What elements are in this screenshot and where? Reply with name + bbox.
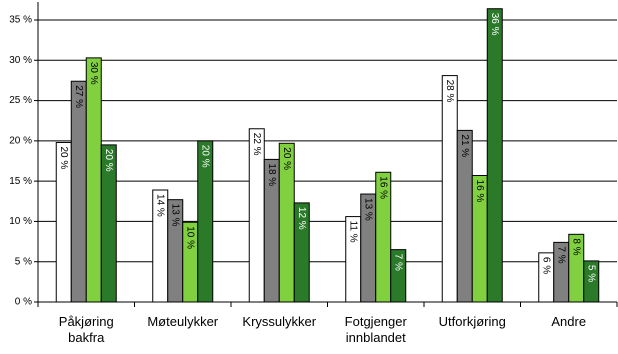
y-tick-label: 5 % bbox=[15, 256, 32, 267]
value-label: 14 % bbox=[155, 194, 166, 217]
bar bbox=[486, 8, 503, 303]
y-tick-label: 15 % bbox=[9, 176, 32, 187]
value-label: 6 % bbox=[541, 257, 552, 274]
x-tick-label: Påkjøring bakfra bbox=[58, 314, 114, 345]
y-tick-label: 0 % bbox=[15, 297, 32, 308]
value-label: 16 % bbox=[474, 180, 485, 203]
y-tick-label: 35 % bbox=[9, 15, 32, 26]
y-tick-label: 25 % bbox=[9, 95, 32, 106]
y-tick-label: 30 % bbox=[9, 55, 32, 66]
bar bbox=[70, 80, 87, 303]
value-label: 36 % bbox=[489, 13, 500, 36]
value-label: 20 % bbox=[200, 145, 211, 168]
value-label: 7 % bbox=[393, 254, 404, 271]
x-tick-label: Møteulykker bbox=[147, 314, 219, 329]
bar bbox=[441, 75, 458, 303]
value-label: 7 % bbox=[556, 246, 567, 263]
y-tick-label: 20 % bbox=[9, 135, 32, 146]
x-tick-label: Utforkjøring bbox=[438, 314, 506, 329]
value-label: 5 % bbox=[586, 265, 597, 282]
value-label: 27 % bbox=[73, 85, 84, 108]
x-tick-label: Fotgjenger innblandet bbox=[344, 314, 407, 345]
value-label: 11 % bbox=[348, 221, 359, 243]
value-label: 16 % bbox=[378, 176, 389, 199]
value-label: 12 % bbox=[296, 207, 307, 230]
bar bbox=[85, 57, 102, 303]
x-tick-label: Kryssulykker bbox=[242, 314, 317, 329]
value-label: 28 % bbox=[444, 80, 455, 103]
y-tick-label: 10 % bbox=[9, 216, 32, 227]
value-label: 13 % bbox=[170, 204, 181, 227]
value-label: 20 % bbox=[58, 146, 69, 169]
value-label: 30 % bbox=[88, 62, 99, 85]
value-label: 13 % bbox=[363, 198, 374, 221]
value-label: 20 % bbox=[281, 147, 292, 170]
value-label: 18 % bbox=[266, 163, 277, 186]
value-label: 10 % bbox=[185, 226, 196, 249]
value-label: 21 % bbox=[459, 134, 470, 157]
value-label: 8 % bbox=[571, 238, 582, 255]
value-label: 22 % bbox=[251, 133, 262, 156]
x-tick-label: Andre bbox=[551, 314, 587, 329]
value-label: 20 % bbox=[103, 149, 114, 172]
